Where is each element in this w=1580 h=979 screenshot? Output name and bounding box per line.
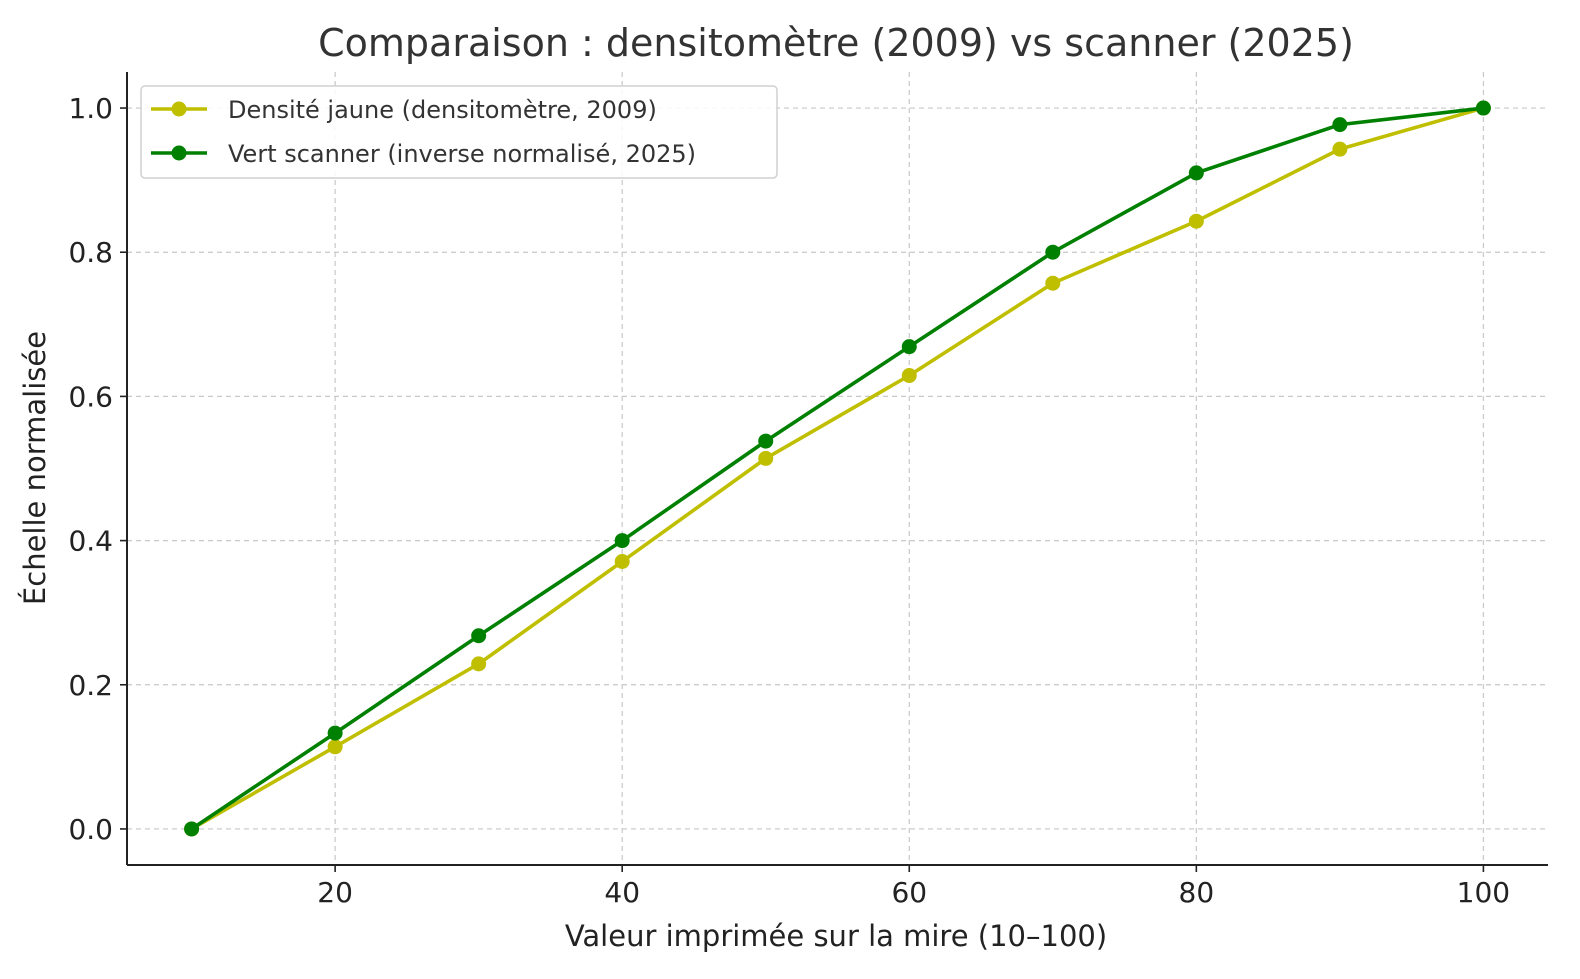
legend-box [140,85,778,179]
y-tick-label: 1.0 [68,92,113,125]
data-point [471,656,487,672]
data-point [901,368,917,384]
x-tick-label: 100 [1457,876,1510,909]
y-tick-label: 0.4 [68,525,113,558]
data-point [758,433,774,449]
legend-entry-label: Vert scanner (inverse normalisé, 2025) [228,140,696,168]
series-line [190,106,1484,831]
legend-marker [171,101,187,117]
data-point [1332,117,1348,133]
legend: Densité jaune (densitomètre, 2009) Vert s… [140,85,778,179]
data-point [1188,165,1204,181]
data-point [614,553,630,569]
x-tick-label: 60 [891,876,927,909]
y-tick-label: 0.2 [68,669,113,702]
data-point [327,725,343,741]
data-point [1045,275,1061,291]
ticks: 20 40 60 80 100 0.0 0.2 0.4 0.6 0.8 1.0 [68,92,1510,909]
data-point [614,533,630,549]
y-tick-label: 0.6 [68,380,113,413]
x-tick-label: 80 [1179,876,1215,909]
data-point [1045,244,1061,260]
data-point [471,628,487,644]
series-layer [184,100,1491,837]
data-point [1332,141,1348,157]
data-point [758,450,774,466]
data-point [327,739,343,755]
series-1 [184,100,1491,837]
data-point [184,821,200,837]
x-tick-label: 40 [604,876,640,909]
data-point [1475,100,1491,116]
data-point [901,339,917,355]
legend-entry-label: Densité jaune (densitomètre, 2009) [228,96,657,124]
y-tick-label: 0.0 [68,813,113,846]
series-2 [184,100,1491,837]
chart-title: Comparaison : densitomètre (2009) vs sca… [318,21,1354,65]
data-point [1188,213,1204,229]
x-tick-label: 20 [317,876,353,909]
y-tick-label: 0.8 [68,236,113,269]
series-line [190,106,1484,831]
axes [126,72,1548,866]
legend-marker [171,145,187,161]
y-axis-label: Échelle normalisée [18,331,52,605]
x-axis-label: Valeur imprimée sur la mire (10–100) [565,919,1107,953]
